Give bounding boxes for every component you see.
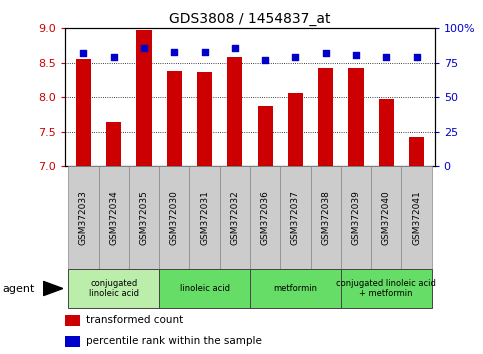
Text: GSM372032: GSM372032 [230,190,239,245]
Bar [401,166,432,269]
Bar [76,59,91,166]
Polygon shape [43,281,63,296]
Point [322,50,329,56]
Text: GSM372041: GSM372041 [412,190,421,245]
Text: GSM372038: GSM372038 [321,190,330,245]
Text: GSM372034: GSM372034 [109,190,118,245]
Point [200,49,208,55]
Bar [68,166,99,269]
Bar [65,336,80,347]
Point [412,55,420,60]
Text: GSM372040: GSM372040 [382,190,391,245]
Bar [99,166,129,269]
Bar [189,166,220,269]
Text: conjugated
linoleic acid: conjugated linoleic acid [89,279,139,298]
Bar [68,269,159,308]
Bar [288,93,303,166]
Text: GSM372033: GSM372033 [79,190,88,245]
Bar [250,269,341,308]
Bar [409,137,424,166]
Point [231,45,239,51]
Point [110,55,117,60]
Point [383,55,390,60]
Point [170,49,178,55]
Bar [257,106,273,166]
Bar [341,166,371,269]
Text: GSM372036: GSM372036 [261,190,270,245]
Bar [311,166,341,269]
Bar [159,166,189,269]
Text: GSM372030: GSM372030 [170,190,179,245]
Bar [371,166,401,269]
Text: metformin: metformin [273,284,317,293]
Text: GSM372031: GSM372031 [200,190,209,245]
Bar [348,68,364,166]
Bar [379,99,394,166]
Bar [129,166,159,269]
Text: transformed count: transformed count [85,315,183,325]
Bar [136,30,152,166]
Bar [167,71,182,166]
Text: conjugated linoleic acid
+ metformin: conjugated linoleic acid + metformin [336,279,436,298]
Bar [106,121,121,166]
Bar [227,57,242,166]
Point [292,55,299,60]
Bar [159,269,250,308]
Text: percentile rank within the sample: percentile rank within the sample [85,336,261,346]
Title: GDS3808 / 1454837_at: GDS3808 / 1454837_at [169,12,331,26]
Point [352,52,360,57]
Point [261,57,269,63]
Bar [341,269,432,308]
Text: GSM372039: GSM372039 [352,190,360,245]
Text: GSM372037: GSM372037 [291,190,300,245]
Bar [250,166,280,269]
Point [80,50,87,56]
Bar [197,72,212,166]
Text: linoleic acid: linoleic acid [180,284,229,293]
Point [140,45,148,51]
Bar [220,166,250,269]
Text: GSM372035: GSM372035 [140,190,148,245]
Text: agent: agent [2,284,35,293]
Bar [280,166,311,269]
Bar [318,68,333,166]
Bar [65,315,80,326]
